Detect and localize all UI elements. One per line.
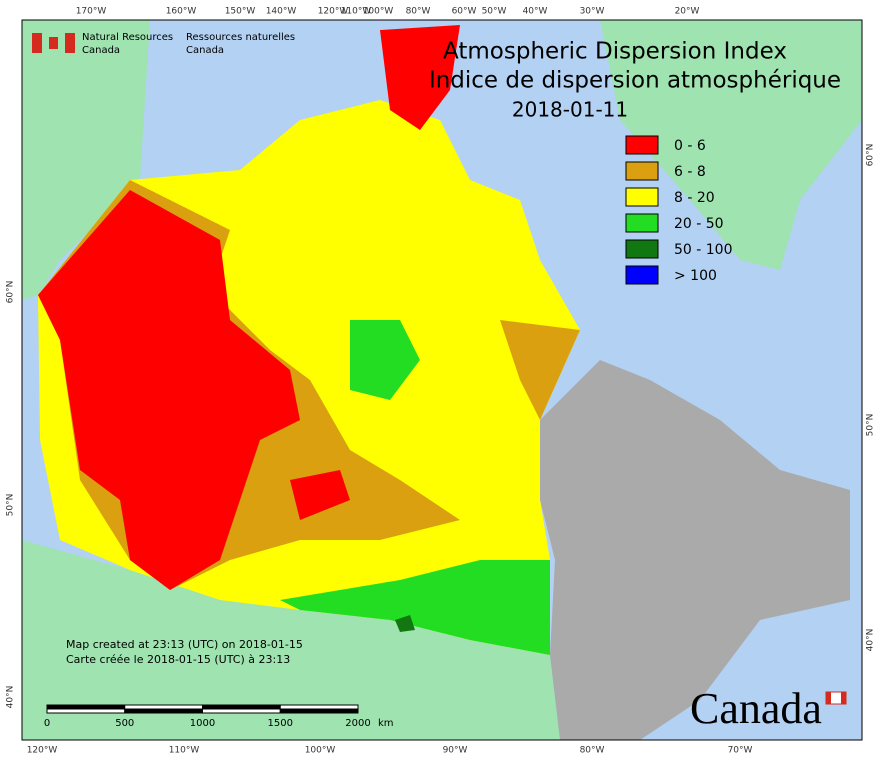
scale-segment bbox=[202, 708, 281, 714]
wordmark-flag-bar bbox=[826, 692, 831, 704]
lat-label: 40°N bbox=[866, 629, 876, 652]
scale-segment bbox=[279, 704, 359, 710]
quebec-grey bbox=[540, 360, 850, 740]
scale-label: 1000 bbox=[190, 718, 215, 729]
lon-label: 100°W bbox=[363, 7, 394, 17]
legend-label: 6 - 8 bbox=[674, 164, 706, 180]
scale-segment bbox=[279, 708, 359, 714]
scale-label: 2000 bbox=[345, 718, 370, 729]
scale-label: 1500 bbox=[268, 718, 293, 729]
nrcan-logo: Natural Resources Canada Ressources natu… bbox=[32, 32, 295, 56]
scale-bar: 0 500 1000 1500 2000 km bbox=[44, 704, 394, 729]
frame bbox=[21, 19, 863, 741]
legend-swatch bbox=[625, 213, 659, 233]
lon-label: 110°W bbox=[341, 7, 372, 17]
lon-label: 50°W bbox=[482, 7, 507, 17]
org-fr: Ressources naturelles bbox=[186, 32, 295, 43]
region-6-8-b bbox=[500, 320, 580, 420]
alaska bbox=[22, 20, 150, 300]
wordmark: Canada bbox=[690, 684, 822, 733]
lon-label: 80°W bbox=[580, 746, 605, 756]
greenland bbox=[600, 20, 862, 270]
lat-label: 50°N bbox=[6, 494, 16, 517]
lat-label: 60°N bbox=[866, 144, 876, 167]
lon-label: 40°W bbox=[523, 7, 548, 17]
lon-label: 120°W bbox=[318, 7, 349, 17]
region-20-50-b bbox=[280, 560, 550, 655]
lon-label: 170°W bbox=[76, 7, 107, 17]
scale-segment bbox=[46, 708, 126, 714]
region-20-50 bbox=[350, 320, 420, 400]
legend-label: 20 - 50 bbox=[674, 216, 724, 232]
scale-segment bbox=[124, 704, 203, 710]
scale-segment bbox=[124, 708, 203, 714]
lon-label: 110°W bbox=[169, 746, 200, 756]
legend-label: > 100 bbox=[674, 268, 717, 284]
lon-label: 60°W bbox=[452, 7, 477, 17]
org-en: Canada bbox=[82, 45, 120, 56]
lon-label: 140°W bbox=[266, 7, 297, 17]
ellesmere-red bbox=[380, 25, 460, 130]
lon-label: 20°W bbox=[675, 7, 700, 17]
lon-label: 160°W bbox=[166, 7, 197, 17]
legend-label: 50 - 100 bbox=[674, 242, 733, 258]
date: 2018-01-11 bbox=[512, 98, 628, 122]
legend-swatch bbox=[625, 135, 659, 155]
wordmark-flag-bar bbox=[841, 692, 846, 704]
lon-label: 100°W bbox=[305, 746, 336, 756]
scale-label: 0 bbox=[44, 718, 50, 729]
map-area bbox=[21, 19, 863, 741]
lon-label: 90°W bbox=[443, 746, 468, 756]
scale-segment bbox=[46, 704, 126, 710]
org-en: Natural Resources bbox=[82, 32, 173, 43]
lat-label: 60°N bbox=[6, 281, 16, 304]
lon-label: 30°W bbox=[580, 7, 605, 17]
credit: Carte créée le 2018-01-15 (UTC) à 23:13 bbox=[66, 653, 290, 666]
region-50-100 bbox=[395, 615, 415, 632]
flag-bar bbox=[65, 33, 75, 53]
lon-label: 70°W bbox=[728, 746, 753, 756]
legend-swatch bbox=[625, 161, 659, 181]
credit: Map created at 23:13 (UTC) on 2018-01-15 bbox=[66, 638, 303, 651]
scale-unit: km bbox=[378, 718, 394, 729]
legend: 0 - 6 6 - 8 8 - 20 20 - 50 50 - 100 > 100 bbox=[625, 135, 733, 285]
title: Atmospheric Dispersion Index bbox=[443, 39, 787, 65]
legend-label: 8 - 20 bbox=[674, 190, 715, 206]
canada-wordmark: Canada bbox=[690, 684, 847, 733]
legend-swatch bbox=[625, 265, 659, 285]
region-0-6-b bbox=[290, 470, 350, 520]
flag-bar bbox=[32, 33, 42, 53]
lon-label: 80°W bbox=[406, 7, 431, 17]
lon-label: 150°W bbox=[225, 7, 256, 17]
org-fr: Canada bbox=[186, 45, 224, 56]
scale-segment bbox=[202, 704, 281, 710]
title: Indice de dispersion atmosphérique bbox=[429, 68, 841, 94]
lat-label: 50°N bbox=[866, 414, 876, 437]
legend-swatch bbox=[625, 187, 659, 207]
lon-label: 120°W bbox=[27, 746, 58, 756]
region-0-6 bbox=[38, 190, 300, 590]
legend-label: 0 - 6 bbox=[674, 138, 706, 154]
scale-label: 500 bbox=[115, 718, 134, 729]
flag-leaf bbox=[49, 37, 58, 49]
legend-swatch bbox=[625, 239, 659, 259]
lat-label: 40°N bbox=[6, 686, 16, 709]
usa bbox=[22, 540, 560, 740]
